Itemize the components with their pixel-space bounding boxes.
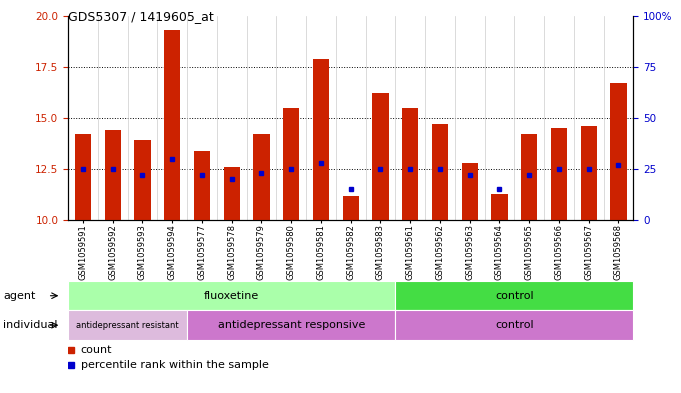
Bar <box>551 128 567 220</box>
Bar <box>343 196 359 220</box>
Bar <box>187 310 396 340</box>
Text: fluoxetine: fluoxetine <box>204 291 259 301</box>
Bar <box>194 151 210 220</box>
Bar <box>164 30 180 220</box>
Text: antidepressant responsive: antidepressant responsive <box>217 320 365 330</box>
Bar <box>223 167 240 220</box>
Bar <box>134 140 151 220</box>
Text: individual: individual <box>3 320 58 330</box>
Text: control: control <box>495 320 534 330</box>
Bar <box>432 124 448 220</box>
Bar <box>580 126 597 220</box>
Bar <box>105 130 121 220</box>
Text: GDS5307 / 1419605_at: GDS5307 / 1419605_at <box>68 10 214 23</box>
Bar <box>75 134 91 220</box>
Bar <box>68 281 396 310</box>
Text: antidepressant resistant: antidepressant resistant <box>76 321 179 330</box>
Bar <box>491 193 507 220</box>
Bar <box>68 310 187 340</box>
Bar <box>253 134 270 220</box>
Bar <box>402 108 418 220</box>
Bar <box>396 310 633 340</box>
Text: percentile rank within the sample: percentile rank within the sample <box>80 360 268 370</box>
Bar <box>521 134 537 220</box>
Bar <box>283 108 300 220</box>
Bar <box>313 59 329 220</box>
Bar <box>610 83 627 220</box>
Text: count: count <box>80 345 112 355</box>
Text: agent: agent <box>3 291 36 301</box>
Bar <box>396 281 633 310</box>
Text: control: control <box>495 291 534 301</box>
Bar <box>373 94 389 220</box>
Bar <box>462 163 478 220</box>
